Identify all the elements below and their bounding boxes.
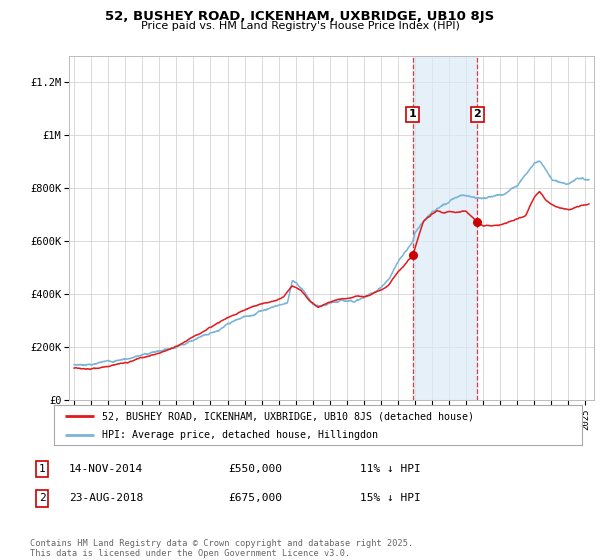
- Text: £550,000: £550,000: [228, 464, 282, 474]
- Text: HPI: Average price, detached house, Hillingdon: HPI: Average price, detached house, Hill…: [101, 430, 377, 440]
- Text: 1: 1: [409, 109, 416, 119]
- Text: 11% ↓ HPI: 11% ↓ HPI: [360, 464, 421, 474]
- Text: 14-NOV-2014: 14-NOV-2014: [69, 464, 143, 474]
- Text: 2: 2: [473, 109, 481, 119]
- Text: 52, BUSHEY ROAD, ICKENHAM, UXBRIDGE, UB10 8JS (detached house): 52, BUSHEY ROAD, ICKENHAM, UXBRIDGE, UB1…: [101, 411, 473, 421]
- Text: 2: 2: [38, 493, 46, 503]
- Text: 15% ↓ HPI: 15% ↓ HPI: [360, 493, 421, 503]
- Text: 52, BUSHEY ROAD, ICKENHAM, UXBRIDGE, UB10 8JS: 52, BUSHEY ROAD, ICKENHAM, UXBRIDGE, UB1…: [106, 10, 494, 23]
- Text: Contains HM Land Registry data © Crown copyright and database right 2025.
This d: Contains HM Land Registry data © Crown c…: [30, 539, 413, 558]
- Bar: [413, 56, 477, 400]
- Text: £675,000: £675,000: [228, 493, 282, 503]
- Text: 23-AUG-2018: 23-AUG-2018: [69, 493, 143, 503]
- Text: Price paid vs. HM Land Registry's House Price Index (HPI): Price paid vs. HM Land Registry's House …: [140, 21, 460, 31]
- Text: 1: 1: [38, 464, 46, 474]
